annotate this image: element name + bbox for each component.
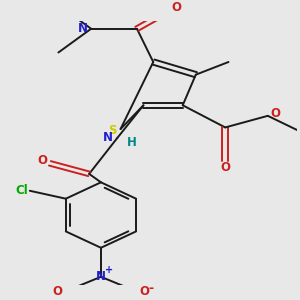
Text: H: H (127, 136, 136, 149)
Text: O: O (171, 1, 181, 14)
Text: +: + (105, 266, 113, 275)
Text: N: N (103, 131, 112, 145)
Text: N: N (96, 270, 106, 283)
Text: Cl: Cl (16, 184, 28, 197)
Text: O: O (271, 107, 281, 120)
Text: O: O (140, 285, 150, 298)
Text: O: O (220, 160, 230, 173)
Text: S: S (109, 124, 117, 136)
Text: -: - (149, 282, 154, 296)
Text: O: O (37, 154, 47, 167)
Text: N: N (78, 22, 88, 35)
Text: O: O (52, 285, 62, 298)
